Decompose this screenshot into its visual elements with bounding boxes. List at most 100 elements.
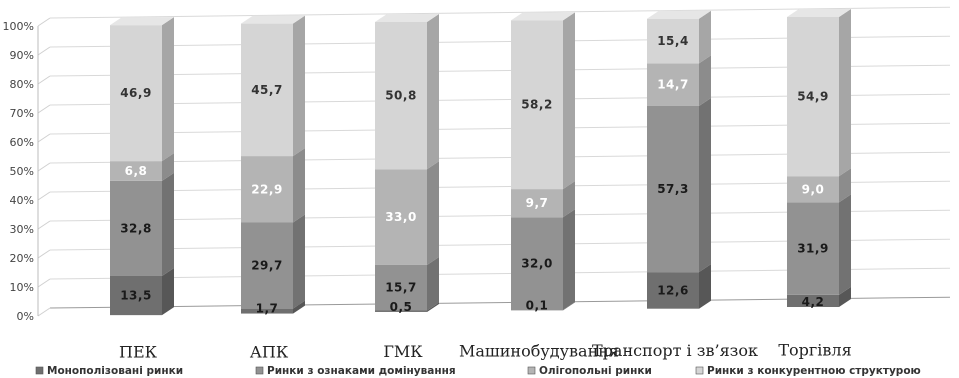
bar-segment-side bbox=[839, 194, 851, 295]
bar-top bbox=[511, 12, 575, 21]
legend-swatch bbox=[527, 366, 536, 375]
gridline bbox=[49, 6, 951, 19]
data-label: 32,8 bbox=[120, 221, 152, 235]
bar-top bbox=[375, 13, 439, 22]
y-tick-label: 100% bbox=[3, 20, 34, 33]
y-axis: 0% 10% 20% 30% 40% 50% 60% 70% 80% 90% 100% bbox=[3, 20, 39, 323]
y-tick-label: 70% bbox=[10, 107, 34, 120]
data-label: 9,0 bbox=[802, 182, 825, 196]
bar-segment-side bbox=[162, 153, 174, 181]
x-tick-label: Машинобудування bbox=[459, 341, 619, 360]
bar-segment-front bbox=[110, 25, 162, 162]
gridline-side bbox=[37, 191, 51, 201]
data-label: 0,5 bbox=[390, 300, 413, 314]
bar-segment-front bbox=[110, 275, 162, 316]
bar-segment-side bbox=[427, 302, 439, 312]
bar-segment-front bbox=[241, 156, 293, 223]
bar-segment bbox=[647, 55, 711, 106]
legend-label: Монополізовані ринки bbox=[47, 365, 183, 377]
x-tick-label: ПЕК bbox=[119, 343, 158, 362]
data-label: 32,0 bbox=[521, 257, 553, 271]
y-tick-label: 90% bbox=[10, 49, 34, 62]
bar-segment-front bbox=[110, 180, 162, 276]
bar-segment-front bbox=[241, 308, 293, 314]
bar-segment-front bbox=[110, 161, 162, 181]
bar-segment-side bbox=[699, 10, 711, 64]
data-label: 9,7 bbox=[526, 196, 549, 210]
gridline-side bbox=[37, 278, 51, 288]
bar-segment-front bbox=[511, 20, 563, 190]
bar-segment bbox=[647, 264, 711, 309]
bar-top bbox=[110, 17, 174, 26]
bar-segment bbox=[787, 168, 851, 203]
y-tick-label: 60% bbox=[10, 136, 34, 149]
bar-segment-side bbox=[427, 256, 439, 311]
bar-segment bbox=[241, 214, 305, 309]
x-tick-label: Транспорт і зв’язок bbox=[592, 341, 758, 360]
gridline-side bbox=[37, 307, 51, 317]
bar-segment bbox=[110, 17, 174, 162]
x-tick-label: АПК bbox=[250, 342, 289, 361]
bar-segment-front bbox=[787, 202, 839, 295]
bar-segment-side bbox=[563, 209, 575, 311]
bar-segment-front bbox=[511, 217, 563, 311]
bar-segment-side bbox=[699, 264, 711, 309]
legend-item: Ринки з конкурентною структурою bbox=[695, 365, 921, 377]
gridline-side bbox=[37, 162, 51, 172]
bar-segment-side bbox=[293, 214, 305, 309]
gridline-side bbox=[37, 220, 51, 230]
bar-segment-side bbox=[563, 12, 575, 190]
bar-segment-side bbox=[293, 15, 305, 157]
bar-segment bbox=[511, 302, 575, 311]
data-label: 33,0 bbox=[385, 210, 417, 224]
data-label: 13,5 bbox=[120, 289, 152, 303]
bar-segment-side bbox=[427, 161, 439, 265]
bar-top bbox=[241, 15, 305, 24]
bar-segment bbox=[647, 10, 711, 64]
gridline-side bbox=[37, 17, 51, 27]
y-tick-label: 80% bbox=[10, 78, 34, 91]
gridline-side bbox=[37, 75, 51, 85]
bar-segment-front bbox=[241, 23, 293, 157]
bar-segment-front bbox=[647, 272, 699, 309]
bar-segment-side bbox=[162, 267, 174, 316]
bar-segment bbox=[110, 153, 174, 181]
bar-segment-front bbox=[787, 17, 839, 177]
bar-segment-front bbox=[375, 169, 427, 265]
data-label: 0,1 bbox=[526, 298, 549, 312]
bar-segment-front bbox=[375, 264, 427, 311]
x-tick-label: ГМК bbox=[383, 342, 423, 361]
data-label: 1,7 bbox=[256, 302, 279, 316]
bar-segment-front bbox=[511, 189, 563, 218]
y-tick-label: 20% bbox=[10, 252, 34, 265]
data-label: 12,6 bbox=[657, 283, 689, 297]
data-label: 6,8 bbox=[125, 164, 148, 178]
bar-segment-front bbox=[647, 63, 699, 106]
bar-top bbox=[647, 10, 711, 19]
bar-segment-side bbox=[699, 97, 711, 273]
bar-top bbox=[787, 9, 851, 18]
data-label: 15,7 bbox=[385, 281, 417, 295]
bar-segment bbox=[110, 172, 174, 276]
gridline-side bbox=[37, 46, 51, 56]
y-tick-label: 30% bbox=[10, 223, 34, 236]
bar-segment bbox=[375, 256, 439, 311]
bar-segment-side bbox=[162, 172, 174, 276]
legend: Монополізовані ринки Ринки з ознаками дом… bbox=[35, 365, 921, 377]
bar-segment bbox=[241, 148, 305, 223]
y-tick-label: 0% bbox=[17, 310, 34, 323]
data-label: 46,9 bbox=[120, 86, 152, 100]
data-label: 15,4 bbox=[657, 34, 689, 48]
data-label: 31,9 bbox=[797, 242, 829, 256]
bar-segment-side bbox=[839, 168, 851, 203]
data-label: 14,7 bbox=[657, 78, 689, 92]
gridline-side bbox=[37, 104, 51, 114]
data-label: 29,7 bbox=[251, 259, 283, 273]
bar-segment-side bbox=[162, 17, 174, 162]
bar-segment-side bbox=[427, 13, 439, 170]
legend-swatch bbox=[255, 366, 264, 375]
legend-label: Олігопольні ринки bbox=[539, 365, 652, 377]
